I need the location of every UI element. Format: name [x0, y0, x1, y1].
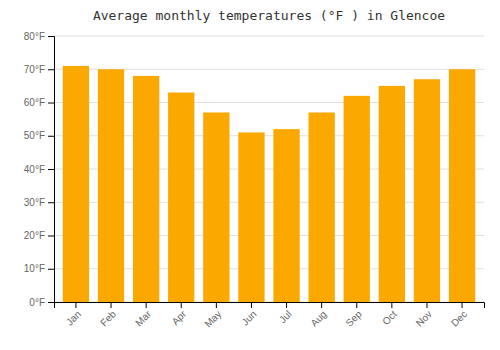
- tick-mark: [48, 69, 54, 70]
- tick-label: Jan: [64, 308, 83, 327]
- tick-label: May: [202, 308, 223, 329]
- tick: Jul: [277, 302, 294, 325]
- tick: Feb: [98, 302, 118, 328]
- bar: [273, 129, 299, 302]
- tick-label: Oct: [380, 308, 399, 327]
- tick-label: 70°F: [24, 64, 45, 75]
- tick-label: Nov: [414, 308, 434, 328]
- tick-label: 50°F: [24, 130, 45, 141]
- chart: Average monthly temperatures (°F ) in Gl…: [0, 0, 500, 350]
- grid: [54, 36, 484, 302]
- tick-mark: [48, 103, 54, 104]
- bar: [414, 79, 440, 302]
- tick: May: [202, 302, 223, 330]
- bar: [344, 96, 370, 302]
- grid-line: [54, 36, 484, 37]
- bars: [63, 66, 475, 302]
- tick: Oct: [380, 302, 399, 327]
- tick-mark: [48, 202, 54, 203]
- tick-label: Mar: [133, 308, 153, 328]
- bar: [203, 112, 229, 302]
- x-axis: Jan Feb Mar Apr May Jun Jul Aug Sep Oct Nov Dec: [55, 302, 485, 330]
- tick-label: 0°F: [29, 297, 45, 308]
- tick-mark: [48, 169, 54, 170]
- tick: 20°F: [24, 230, 54, 241]
- tick: Dec: [449, 302, 469, 329]
- tick: 10°F: [24, 263, 54, 274]
- tick-label: Aug: [308, 308, 328, 328]
- tick-mark: [321, 302, 322, 308]
- tick: Jun: [239, 302, 258, 328]
- bar: [168, 93, 194, 302]
- tick-label: Jun: [239, 308, 258, 327]
- tick: 0°F: [29, 297, 54, 308]
- tick-mark: [75, 302, 76, 308]
- tick-label: Apr: [170, 308, 189, 327]
- tick-mark: [48, 302, 54, 303]
- tick: 60°F: [24, 97, 54, 108]
- bar: [308, 112, 334, 302]
- tick-label: Dec: [449, 308, 469, 328]
- bar: [379, 86, 405, 302]
- tick-mark: [286, 302, 287, 308]
- tick-label: 40°F: [24, 164, 45, 175]
- tick-mark: [462, 302, 463, 308]
- tick: 50°F: [24, 130, 54, 141]
- tick-mark: [391, 302, 392, 308]
- axis-line: [55, 303, 485, 309]
- bar: [133, 76, 159, 302]
- tick-mark: [251, 302, 252, 308]
- bar: [449, 69, 475, 302]
- tick-mark: [356, 302, 357, 308]
- tick-mark: [48, 36, 54, 37]
- tick-mark: [216, 302, 217, 308]
- bar: [63, 66, 89, 302]
- tick: 40°F: [24, 164, 54, 175]
- tick-label: Jul: [277, 308, 294, 325]
- tick-mark: [146, 302, 147, 308]
- tick-label: 20°F: [24, 230, 45, 241]
- tick-label: 30°F: [24, 197, 45, 208]
- axis-line: [48, 37, 55, 303]
- tick-label: 60°F: [24, 97, 45, 108]
- tick-label: 80°F: [24, 31, 45, 42]
- title: Average monthly temperatures (°F ) in Gl…: [93, 8, 445, 23]
- tick-mark: [111, 302, 112, 308]
- tick-mark: [426, 302, 427, 308]
- tick-mark: [181, 302, 182, 308]
- tick-mark: [48, 136, 54, 137]
- tick: Aug: [308, 302, 328, 329]
- tick-mark: [48, 269, 54, 270]
- bar: [98, 69, 124, 302]
- tick-label: Sep: [343, 308, 364, 329]
- tick-label: 10°F: [24, 263, 45, 274]
- bar: [238, 132, 264, 302]
- y-axis: 0°F 10°F 20°F 30°F 40°F 50°F 60°F 70°F 80°F: [24, 31, 55, 308]
- tick: 80°F: [24, 31, 54, 42]
- tick: 70°F: [24, 64, 54, 75]
- tick: 30°F: [24, 197, 54, 208]
- tick: Jan: [64, 302, 83, 328]
- tick-mark: [48, 236, 54, 237]
- tick: Sep: [343, 302, 364, 329]
- tick: Nov: [414, 302, 434, 329]
- tick: Mar: [133, 302, 153, 328]
- tick-label: Feb: [98, 308, 118, 328]
- tick: Apr: [170, 302, 189, 327]
